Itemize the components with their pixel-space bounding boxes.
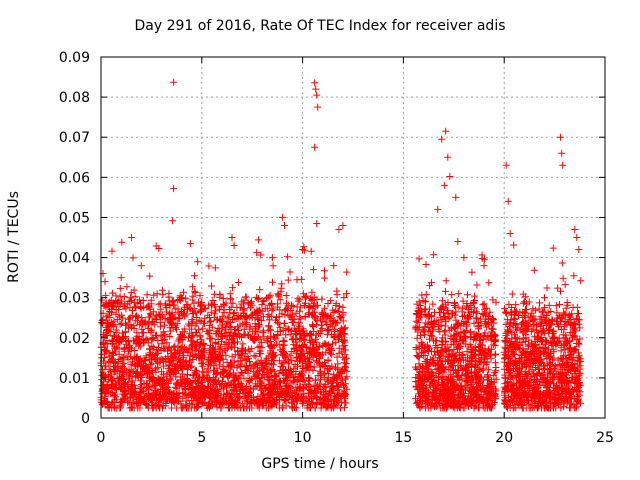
y-tick-label: 0.07 bbox=[59, 130, 90, 146]
data-point bbox=[460, 254, 468, 262]
data-point bbox=[520, 298, 528, 306]
data-points bbox=[97, 78, 585, 412]
data-point bbox=[312, 85, 320, 93]
data-point bbox=[117, 274, 125, 282]
data-point bbox=[101, 278, 109, 286]
y-tick-label: 0 bbox=[81, 411, 90, 427]
data-band-segment bbox=[412, 251, 500, 412]
data-point bbox=[541, 294, 548, 302]
y-tick-label: 0.08 bbox=[59, 90, 90, 106]
data-point bbox=[558, 149, 566, 157]
y-tick-label: 0.09 bbox=[59, 50, 90, 66]
data-point bbox=[452, 193, 460, 201]
data-point bbox=[278, 213, 286, 221]
data-point bbox=[442, 127, 450, 135]
data-point bbox=[444, 153, 452, 161]
x-tick-label: 10 bbox=[294, 430, 312, 446]
data-point bbox=[311, 143, 319, 151]
data-point bbox=[575, 246, 583, 253]
data-point bbox=[228, 234, 236, 241]
x-tick-label: 5 bbox=[197, 430, 206, 446]
data-point bbox=[506, 230, 514, 237]
data-point bbox=[557, 133, 565, 141]
data-point bbox=[311, 79, 319, 87]
data-point bbox=[169, 217, 177, 225]
data-point bbox=[446, 173, 454, 180]
data-point bbox=[504, 197, 512, 205]
y-tick-label: 0.02 bbox=[59, 331, 90, 347]
data-band-segment bbox=[97, 234, 351, 412]
data-point bbox=[573, 234, 581, 241]
data-point bbox=[299, 246, 307, 253]
data-point bbox=[170, 185, 178, 193]
y-tick-label: 0.01 bbox=[59, 371, 90, 387]
data-point bbox=[170, 78, 178, 86]
data-point bbox=[313, 91, 321, 99]
y-tick-label: 0.04 bbox=[59, 251, 90, 267]
y-tick-label: 0.05 bbox=[59, 210, 90, 226]
data-point bbox=[137, 262, 145, 270]
x-tick-label: 25 bbox=[596, 430, 614, 446]
x-tick-label: 15 bbox=[394, 430, 412, 446]
x-tick-label: 0 bbox=[97, 430, 106, 446]
data-point bbox=[559, 161, 567, 169]
chart-title: Day 291 of 2016, Rate Of TEC Index for r… bbox=[134, 18, 506, 34]
data-point bbox=[339, 222, 347, 229]
data-point bbox=[268, 254, 276, 262]
axis-ticks: 0 0.01 0.02 0.03 0.04 0.05 0.06 0.07 0.08 0.09 0 5 1… bbox=[59, 50, 614, 446]
data-point bbox=[571, 226, 579, 233]
data-point bbox=[313, 220, 321, 227]
data-point bbox=[454, 238, 462, 245]
data-point bbox=[502, 161, 510, 169]
x-axis-label: GPS time / hours bbox=[261, 456, 379, 472]
data-band-segment bbox=[500, 241, 585, 412]
y-tick-label: 0.03 bbox=[59, 291, 90, 307]
data-point bbox=[441, 181, 449, 189]
data-point bbox=[230, 242, 238, 249]
data-point bbox=[438, 135, 446, 143]
y-tick-label: 0.06 bbox=[59, 170, 90, 186]
data-point bbox=[434, 205, 442, 213]
data-point bbox=[281, 222, 288, 229]
data-point bbox=[426, 282, 434, 290]
plot-frame bbox=[100, 56, 606, 419]
data-point bbox=[314, 103, 322, 111]
data-point bbox=[335, 226, 343, 233]
x-tick-label: 20 bbox=[495, 430, 513, 446]
data-point bbox=[480, 262, 488, 270]
